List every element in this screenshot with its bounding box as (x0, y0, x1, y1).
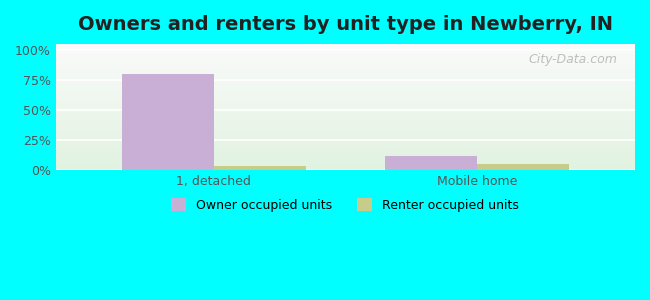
Bar (56, 147, 635, 149)
Bar (56, 162, 635, 164)
Bar (56, 134, 635, 136)
Bar (56, 166, 635, 168)
Bar (56, 139, 635, 141)
Bar (56, 136, 635, 139)
Text: City-Data.com: City-Data.com (528, 53, 618, 66)
Bar (56, 78, 635, 80)
Bar (56, 122, 635, 124)
Bar (56, 103, 635, 105)
Bar (56, 126, 635, 128)
Bar (56, 130, 635, 132)
Bar (56, 149, 635, 151)
Bar (56, 61, 635, 63)
Bar (56, 48, 635, 50)
Bar (56, 141, 635, 143)
Bar (56, 82, 635, 84)
Bar (56, 143, 635, 145)
Bar (56, 158, 635, 160)
Bar (56, 65, 635, 67)
Bar (56, 80, 635, 82)
Bar (56, 58, 635, 61)
Bar (56, 101, 635, 103)
Bar (56, 105, 635, 107)
Bar (56, 67, 635, 69)
Bar (56, 120, 635, 122)
Bar (56, 54, 635, 56)
Bar (477, 164, 569, 170)
Bar (56, 74, 635, 76)
Bar (56, 44, 635, 46)
Title: Owners and renters by unit type in Newberry, IN: Owners and renters by unit type in Newbe… (78, 15, 613, 34)
Bar (56, 46, 635, 48)
Bar (56, 107, 635, 109)
Bar (56, 92, 635, 95)
Bar (56, 52, 635, 54)
Bar (56, 118, 635, 120)
Bar (56, 99, 635, 101)
Legend: Owner occupied units, Renter occupied units: Owner occupied units, Renter occupied un… (166, 194, 525, 217)
Bar (56, 90, 635, 92)
Bar (56, 128, 635, 130)
Bar (56, 109, 635, 111)
Bar (56, 97, 635, 99)
Bar (56, 151, 635, 153)
Bar (56, 86, 635, 88)
Bar (56, 84, 635, 86)
Bar (56, 155, 635, 158)
Bar (56, 63, 635, 65)
Bar (56, 76, 635, 78)
Bar (56, 160, 635, 162)
Bar (56, 164, 635, 166)
Bar (56, 111, 635, 113)
Bar (385, 156, 477, 170)
Bar (56, 69, 635, 71)
Bar (56, 88, 635, 90)
Bar (56, 113, 635, 116)
Bar (56, 71, 635, 74)
Bar (56, 94, 635, 97)
Bar (122, 74, 214, 170)
Bar (56, 168, 635, 170)
Bar (56, 56, 635, 58)
Bar (56, 50, 635, 52)
Bar (56, 145, 635, 147)
Bar (56, 132, 635, 134)
Bar (56, 116, 635, 118)
Bar (56, 153, 635, 155)
Bar (214, 166, 306, 170)
Bar (56, 124, 635, 126)
